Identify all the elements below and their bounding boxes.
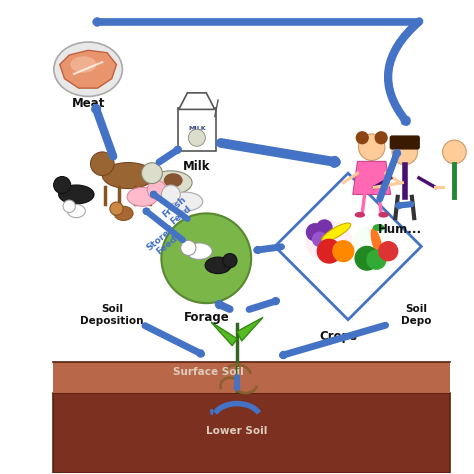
Ellipse shape [355, 212, 365, 218]
Ellipse shape [371, 228, 382, 255]
Polygon shape [179, 93, 215, 109]
Circle shape [356, 131, 369, 145]
Ellipse shape [378, 212, 389, 218]
Circle shape [223, 254, 237, 268]
Circle shape [333, 241, 354, 262]
Text: Fresh
Feed: Fresh Feed [161, 194, 195, 228]
Circle shape [91, 152, 114, 175]
Ellipse shape [67, 204, 85, 218]
Circle shape [392, 139, 418, 164]
Ellipse shape [59, 185, 94, 204]
Text: Surface Soil: Surface Soil [173, 367, 244, 377]
Text: Forage: Forage [183, 311, 229, 324]
Text: Lower Soil: Lower Soil [206, 426, 268, 436]
Circle shape [181, 240, 196, 255]
Circle shape [147, 180, 166, 199]
Polygon shape [60, 50, 117, 88]
Circle shape [161, 185, 180, 204]
Ellipse shape [186, 243, 212, 259]
Text: MILK: MILK [188, 126, 206, 131]
Circle shape [374, 131, 388, 145]
Circle shape [54, 176, 71, 193]
Circle shape [110, 202, 123, 215]
Circle shape [142, 163, 162, 183]
Circle shape [443, 140, 466, 164]
Ellipse shape [167, 192, 203, 211]
Ellipse shape [306, 220, 353, 263]
Ellipse shape [102, 163, 155, 189]
Circle shape [318, 239, 341, 263]
Ellipse shape [205, 257, 231, 273]
Polygon shape [275, 173, 421, 319]
Ellipse shape [350, 225, 393, 273]
Polygon shape [237, 318, 263, 341]
Circle shape [161, 213, 251, 303]
Ellipse shape [322, 223, 351, 241]
Polygon shape [353, 161, 391, 194]
Circle shape [367, 250, 386, 269]
Circle shape [313, 232, 327, 246]
FancyBboxPatch shape [390, 136, 420, 150]
Ellipse shape [373, 224, 385, 231]
Circle shape [307, 224, 323, 241]
Circle shape [379, 242, 398, 261]
Ellipse shape [164, 173, 182, 187]
Circle shape [63, 200, 75, 212]
Polygon shape [211, 322, 237, 346]
Text: Crops: Crops [319, 330, 357, 343]
Text: Soil
Depo: Soil Depo [401, 304, 432, 326]
Text: Hum...: Hum... [378, 223, 422, 237]
Text: Soil
Deposition: Soil Deposition [80, 304, 144, 326]
Text: Stored
Feed: Stored Feed [145, 223, 183, 260]
Ellipse shape [71, 56, 96, 73]
Circle shape [317, 220, 332, 235]
Text: Milk: Milk [183, 160, 210, 173]
FancyBboxPatch shape [53, 362, 450, 393]
Circle shape [355, 246, 379, 270]
Circle shape [358, 134, 385, 160]
Ellipse shape [127, 187, 158, 206]
Circle shape [188, 129, 205, 146]
Ellipse shape [114, 206, 133, 220]
Text: Meat: Meat [72, 97, 105, 110]
FancyBboxPatch shape [178, 109, 216, 151]
Ellipse shape [150, 171, 192, 194]
FancyBboxPatch shape [53, 393, 450, 474]
Ellipse shape [54, 42, 122, 96]
